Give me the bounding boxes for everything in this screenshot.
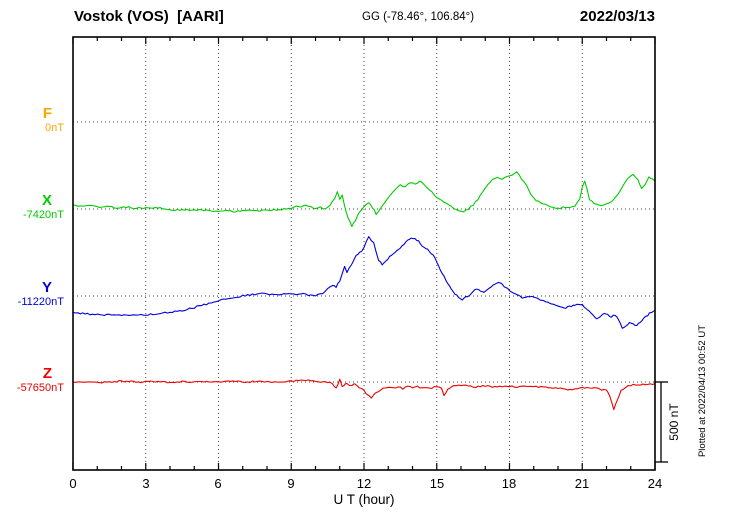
x-tick-label: 24 bbox=[647, 476, 663, 491]
component-letter-f: F bbox=[42, 105, 52, 122]
station-title: Vostok (VOS) [AARI] bbox=[74, 8, 224, 25]
x-tick-label: 18 bbox=[501, 476, 517, 491]
x-tick-label: 15 bbox=[429, 476, 445, 491]
component-baseline-x: -7420nT bbox=[23, 209, 64, 221]
component-label-z: Z -57650nT bbox=[0, 365, 64, 394]
component-label-x: X -7420nT bbox=[0, 192, 64, 221]
component-label-f: F 0nT bbox=[0, 105, 64, 134]
x-tick-label: 0 bbox=[69, 476, 77, 491]
component-letter-z: Z bbox=[42, 365, 52, 382]
component-letter-y: Y bbox=[41, 279, 52, 296]
x-axis-title: U T (hour) bbox=[333, 492, 395, 507]
x-tick-label: 12 bbox=[356, 476, 372, 491]
component-baseline-y: -11220nT bbox=[17, 296, 64, 308]
x-tick-label: 3 bbox=[142, 476, 150, 491]
x-tick-label: 9 bbox=[287, 476, 295, 491]
x-tick-label: 6 bbox=[214, 476, 222, 491]
x-tick-label: 21 bbox=[574, 476, 590, 491]
geographic-coordinates: GG (-78.46°, 106.84°) bbox=[362, 11, 475, 23]
scale-bar-label: 500 nT bbox=[667, 403, 681, 441]
component-letter-x: X bbox=[41, 192, 52, 209]
component-label-y: Y -11220nT bbox=[0, 279, 64, 308]
component-baseline-z: -57650nT bbox=[16, 382, 64, 394]
plotted-at-note: Plotted at 2022/04/13 00:52 UT bbox=[697, 324, 708, 458]
plot-date: 2022/03/13 bbox=[579, 8, 655, 25]
component-baseline-f: 0nT bbox=[45, 122, 64, 134]
